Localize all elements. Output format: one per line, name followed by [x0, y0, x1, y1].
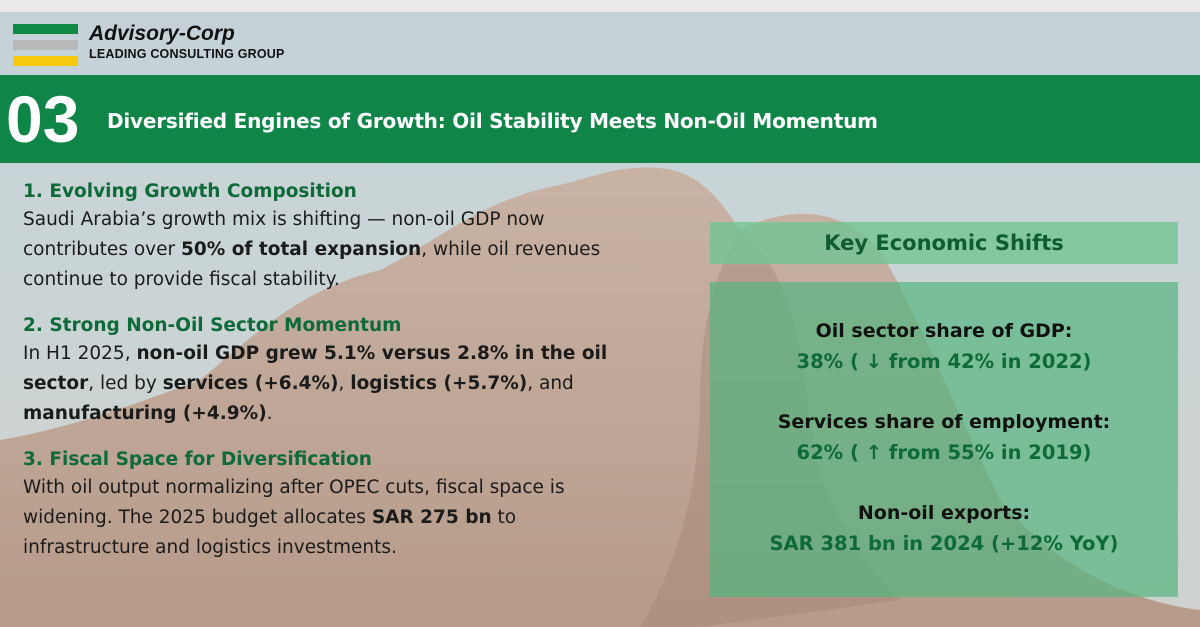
section-heading: 2. Strong Non-Oil Sector Momentum [23, 315, 402, 336]
emphasis-text: logistics (+5.7%) [350, 373, 528, 394]
metric-non-oil-exports: Non-oil exports: SAR 381 bn in 2024 (+12… [710, 498, 1178, 560]
metric-value: 62% ( ↑ from 55% in 2019) [796, 441, 1092, 464]
key-shifts-title: Key Economic Shifts [824, 231, 1064, 255]
key-shifts-panel: Oil sector share of GDP: 38% ( ↓ from 42… [710, 282, 1178, 597]
metric-label: Oil sector share of GDP: [815, 320, 1073, 342]
brand-logo [13, 24, 78, 72]
section-title: Diversified Engines of Growth: Oil Stabi… [107, 109, 878, 133]
emphasis-text: non-oil GDP grew 5.1% versus 2.8% in the… [23, 343, 608, 394]
metric-value: SAR 381 bn in 2024 (+12% YoY) [769, 532, 1119, 555]
emphasis-text: 50% of total expansion [180, 239, 422, 260]
metric-value: 38% ( ↓ from 42% in 2022) [796, 350, 1092, 373]
key-shifts-title-box: Key Economic Shifts [710, 222, 1178, 264]
emphasis-text: SAR 275 bn [371, 507, 492, 528]
metric-label: Non-oil exports: [857, 502, 1031, 524]
logo-bar-yellow [13, 56, 78, 66]
brand-name: Advisory-Corp [89, 22, 235, 45]
section-fiscal-space: 3. Fiscal Space for Diversification With… [23, 446, 643, 563]
content-column: 1. Evolving Growth Composition Saudi Ara… [23, 178, 643, 580]
emphasis-text: services (+6.4%) [162, 373, 339, 394]
metric-oil-share: Oil sector share of GDP: 38% ( ↓ from 42… [710, 316, 1178, 378]
top-band [0, 0, 1200, 12]
section-body: Saudi Arabia’s growth mix is shifting — … [23, 209, 601, 290]
metric-label: Services share of employment: [777, 411, 1111, 433]
section-non-oil-momentum: 2. Strong Non-Oil Sector Momentum In H1 … [23, 312, 643, 429]
emphasis-text: manufacturing (+4.9%) [23, 403, 267, 424]
section-growth-composition: 1. Evolving Growth Composition Saudi Ara… [23, 178, 643, 295]
section-number: 03 [6, 82, 80, 156]
metric-services-employment: Services share of employment: 62% ( ↑ fr… [710, 407, 1178, 469]
section-body: With oil output normalizing after OPEC c… [23, 477, 565, 558]
logo-bar-green [13, 24, 78, 34]
brand-tagline: LEADING CONSULTING GROUP [89, 47, 285, 61]
section-header: 03 Diversified Engines of Growth: Oil St… [0, 75, 1200, 163]
logo-bar-gray [13, 40, 78, 50]
section-heading: 3. Fiscal Space for Diversification [23, 449, 372, 470]
section-body: In H1 2025, non-oil GDP grew 5.1% versus… [23, 343, 608, 424]
section-heading: 1. Evolving Growth Composition [23, 181, 357, 202]
